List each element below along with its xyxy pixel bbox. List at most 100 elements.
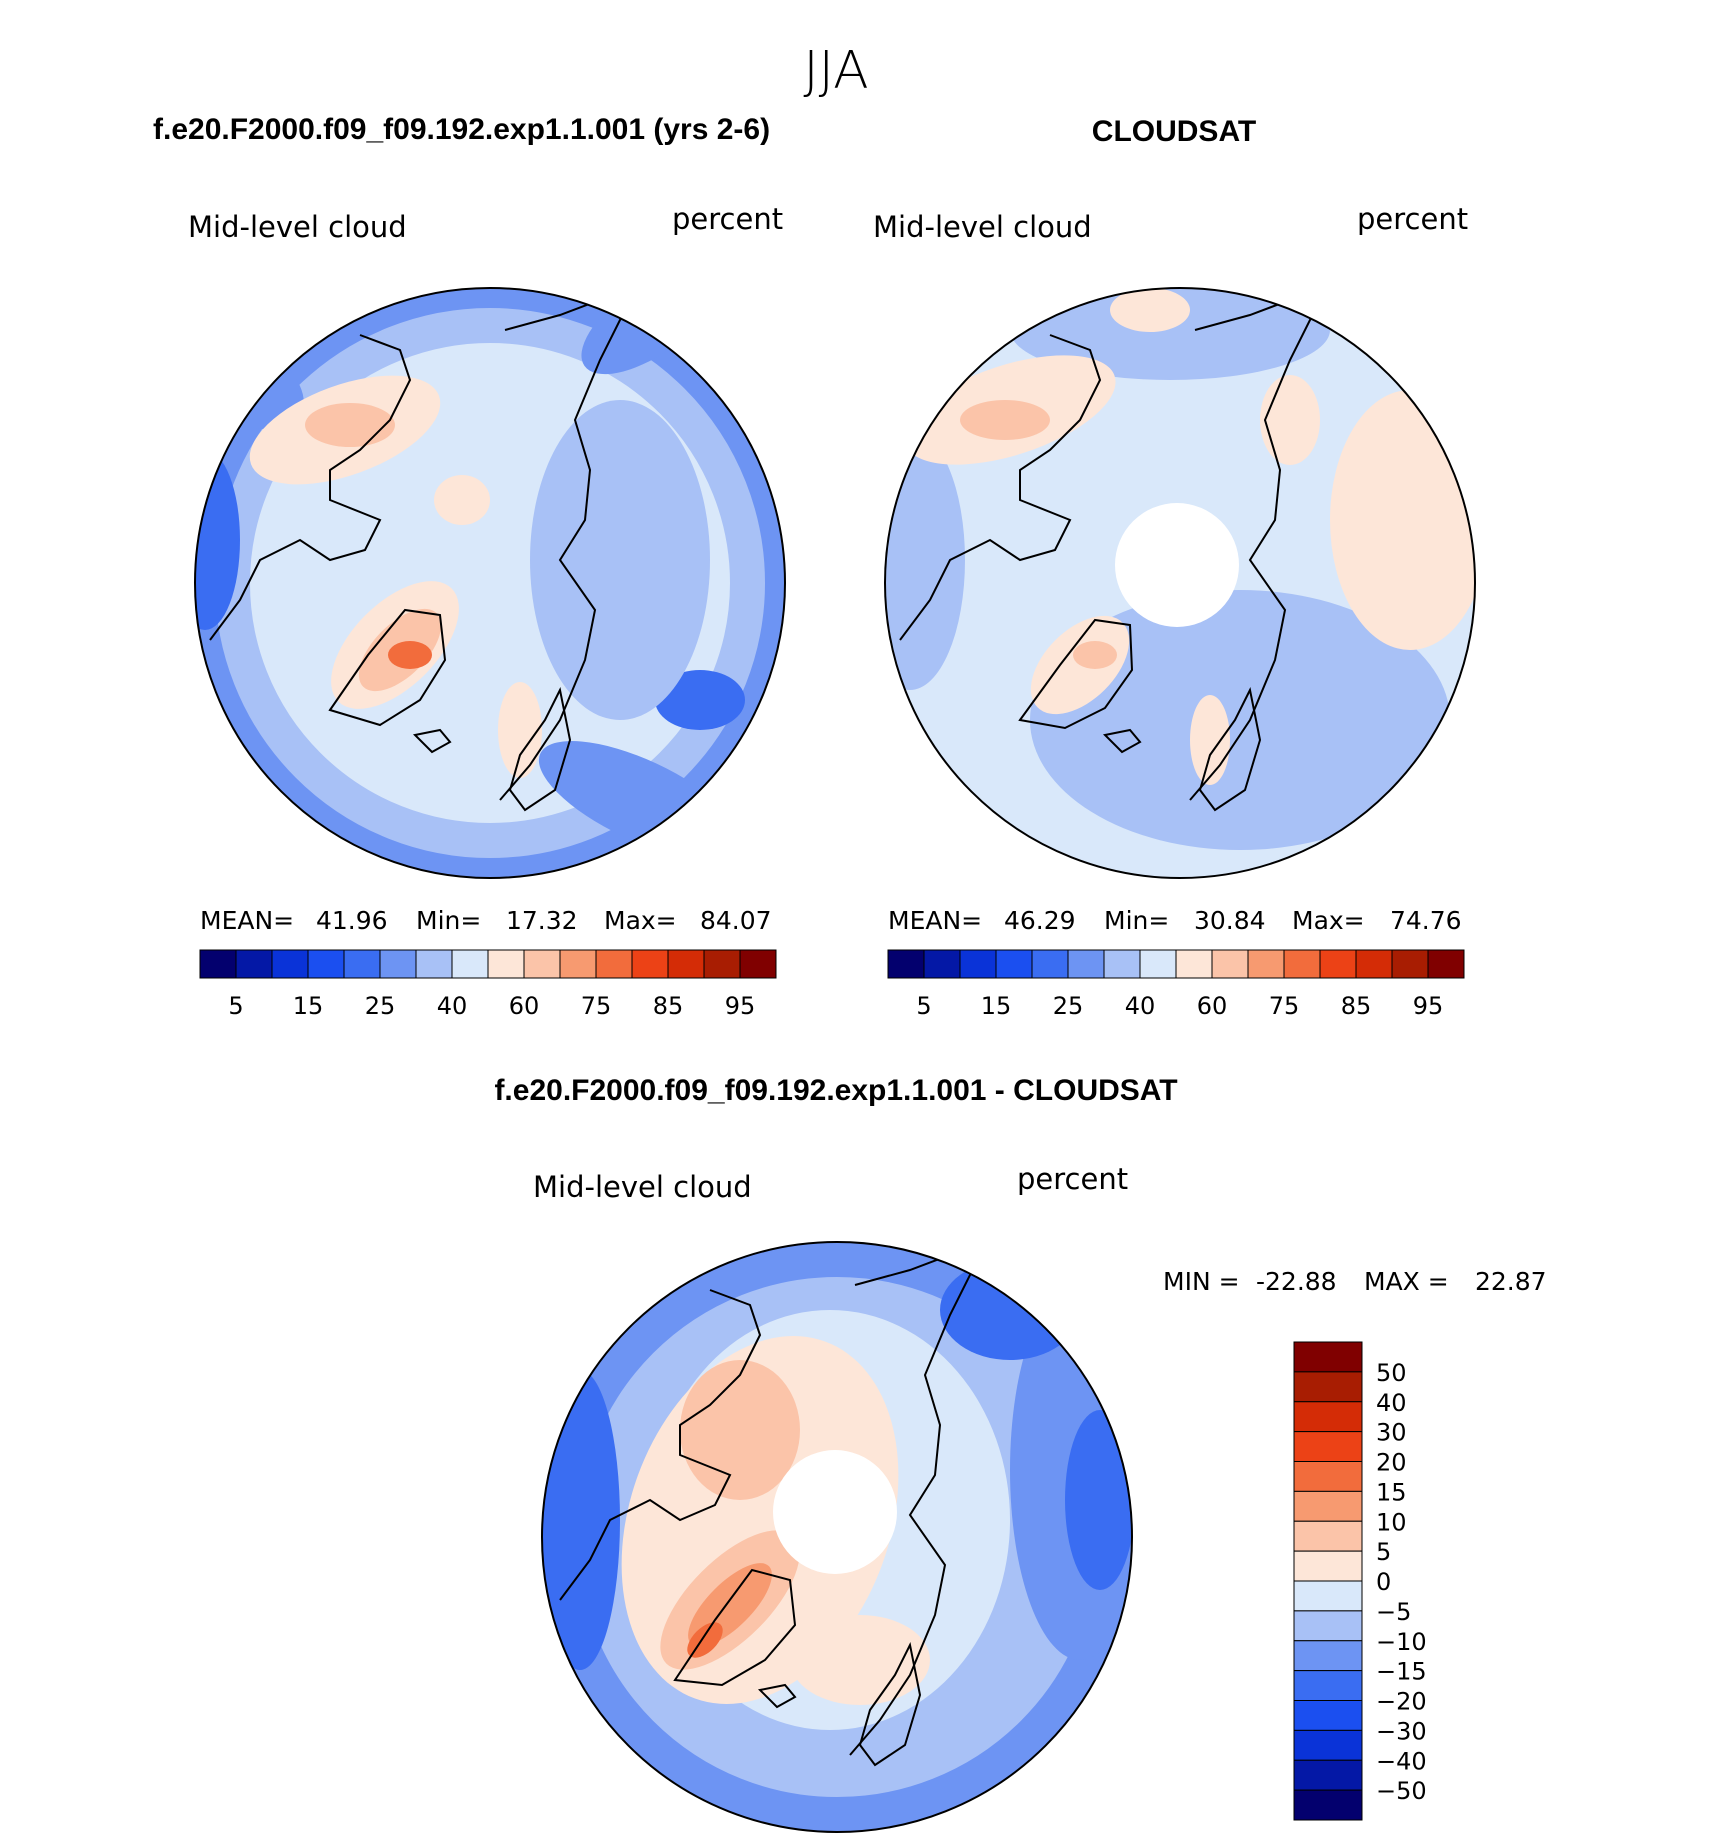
panel-model-alaska-core [305, 403, 395, 447]
panel-model-max-value: 84.07 [700, 906, 772, 935]
panel-model-stats: MEAN= 41.96 Min= 17.32 Max= 84.07 [200, 906, 772, 935]
panel-obs-colorbar-tick-label: 95 [1413, 992, 1444, 1020]
panel-diff-colorbar-tick-label: −15 [1376, 1658, 1427, 1686]
panel-diff-east-core [1065, 1410, 1132, 1590]
panel-diff-colorbar-tick-label: −5 [1376, 1598, 1411, 1626]
panel-obs-colorbar-tick-label: 40 [1125, 992, 1156, 1020]
panel-diff-colorbar-tick-label: 30 [1376, 1419, 1407, 1447]
panel-obs-colorbar: 5 15 25 40 60 75 85 95 [887, 949, 1465, 1020]
panel-model-max-label: Max= [604, 906, 677, 935]
panel-diff-colorbar-tick-label: −40 [1376, 1747, 1427, 1775]
panel-obs-scandinavia-high [1190, 695, 1230, 785]
panel-diff-colorbar-tick-label: 5 [1376, 1538, 1391, 1566]
panel-diff-colorbar-tick-label: −10 [1376, 1628, 1427, 1656]
panel-model-colorbar-swatch [235, 949, 273, 979]
panel-diff-title: f.e20.F2000.f09_f09.192.exp1.1.001 - CLO… [494, 1074, 1177, 1107]
season-title: JJA [803, 41, 868, 101]
panel-model: f.e20.F2000.f09_f09.192.exp1.1.001 (yrs … [153, 113, 786, 1020]
panel-obs-colorbar-swatch [1247, 949, 1285, 979]
panel-model-left-low [195, 450, 240, 630]
panel-obs-colorbar-swatch [1211, 949, 1249, 979]
panel-diff-colorbar-swatch [1293, 1759, 1363, 1791]
panel-obs-polar-gap [1115, 503, 1239, 627]
panel-obs-colorbar-tick-label: 5 [916, 992, 931, 1020]
panel-diff: f.e20.F2000.f09_f09.192.exp1.1.001 - CLO… [494, 1074, 1547, 1833]
panel-obs-colorbar-swatch [923, 949, 961, 979]
panel-model-map [194, 287, 786, 879]
panel-obs-coast-greenland [1018, 618, 1134, 730]
panel-obs-field-label: Mid-level cloud [873, 210, 1092, 244]
panel-obs-colorbar-swatch [1427, 949, 1465, 979]
panel-obs-colorbar-tick-label: 85 [1341, 992, 1372, 1020]
panel-model-coast-greenland [328, 608, 447, 727]
panel-obs-colorbar-tick-label: 25 [1053, 992, 1084, 1020]
panel-diff-field-label: Mid-level cloud [533, 1170, 752, 1204]
panel-diff-colorbar-tick-label: −50 [1376, 1777, 1427, 1805]
panel-diff-colorbar-tick-label: 20 [1376, 1449, 1407, 1477]
panel-model-colorbar-tick-label: 25 [365, 992, 396, 1020]
panel-model-colorbar-swatch [667, 949, 705, 979]
panel-obs-coast-north-america [899, 334, 1102, 641]
panel-model-colorbar-tick-label: 60 [509, 992, 540, 1020]
panel-diff-colorbar-swatch [1293, 1700, 1363, 1731]
panel-model-colorbar-swatch [451, 949, 489, 979]
panel-obs-colorbar-swatch [1067, 949, 1105, 979]
panel-obs-colorbar-swatch [1031, 949, 1069, 979]
panel-model-colorbar-swatch [343, 949, 381, 979]
panel-model-colorbar-swatch [487, 949, 525, 979]
panel-diff-colorbar-swatch [1293, 1610, 1363, 1642]
panel-diff-coast-iceland [757, 1683, 797, 1709]
panel-model-colorbar-swatch [199, 949, 237, 979]
panel-obs-colorbar-swatch [1103, 949, 1141, 979]
panel-obs-colorbar-swatch [1355, 949, 1393, 979]
panel-diff-colorbar-swatch [1293, 1729, 1363, 1761]
panel-obs-coast-iceland [1102, 728, 1142, 754]
panel-model-colorbar-swatch [559, 949, 597, 979]
panel-diff-colorbar-tick-label: 40 [1376, 1389, 1407, 1417]
panel-diff-colorbar-swatch [1293, 1431, 1363, 1462]
panel-diff-colorbar-tick-label: −20 [1376, 1688, 1427, 1716]
panel-diff-colorbar-swatch [1293, 1461, 1363, 1492]
panel-obs-greenland-core [1073, 641, 1117, 669]
panel-diff-colorbar-tick-label: −30 [1376, 1717, 1427, 1745]
panel-obs-colorbar-swatch [1283, 949, 1321, 979]
panel-diff-west-low [542, 1370, 620, 1670]
panel-diff-colorbar-tick-label: 10 [1376, 1508, 1407, 1536]
panel-model-colorbar-tick-label: 75 [581, 992, 612, 1020]
panel-obs-north-low [1010, 288, 1330, 380]
panel-diff-stats: MIN = -22.88 MAX = 22.87 [1163, 1267, 1547, 1296]
panel-model-se-low [655, 670, 745, 730]
panel-model-colorbar-swatch [307, 949, 345, 979]
panel-model-coast-iceland [412, 728, 452, 754]
panel-diff-colorbar-tick-label: 50 [1376, 1359, 1407, 1387]
panel-obs-map-border [884, 287, 1476, 879]
panel-obs-colorbar-swatch [959, 949, 997, 979]
panel-model-min-value: 17.32 [506, 906, 578, 935]
panel-obs-units: percent [1357, 202, 1468, 236]
panel-model-greenland-core [388, 641, 432, 669]
panel-obs: CLOUDSAT Mid-level cloud percent [873, 115, 1476, 1020]
panel-diff-colorbar-swatch [1293, 1371, 1363, 1403]
panel-diff-min-label: MIN = [1163, 1267, 1240, 1296]
panel-model-field-label: Mid-level cloud [188, 210, 407, 244]
panel-diff-colorbar-swatch [1293, 1789, 1363, 1821]
panel-model-colorbar-tick-label: 85 [653, 992, 684, 1020]
panel-obs-min-value: 30.84 [1194, 906, 1266, 935]
panel-model-units: percent [672, 202, 783, 236]
panel-diff-coast-north-america [559, 1289, 762, 1601]
panel-obs-west-low [885, 430, 965, 690]
panel-obs-alaska-core [960, 400, 1050, 440]
panel-model-title: f.e20.F2000.f09_f09.192.exp1.1.001 (yrs … [153, 113, 770, 146]
panel-model-scandinavia-high [498, 682, 542, 778]
panel-model-colorbar-tick-label: 5 [228, 992, 243, 1020]
panel-obs-map [884, 287, 1476, 879]
panel-diff-coast-scandinavia [858, 1641, 922, 1767]
panel-obs-colorbar-swatch [995, 949, 1033, 979]
panel-obs-colorbar-tick-label: 60 [1197, 992, 1228, 1020]
panel-diff-colorbar-swatch [1293, 1341, 1363, 1373]
panel-obs-mean-value: 46.29 [1004, 906, 1076, 935]
panel-diff-colorbar-swatch [1293, 1670, 1363, 1701]
panel-diff-polar-gap [773, 1450, 897, 1574]
